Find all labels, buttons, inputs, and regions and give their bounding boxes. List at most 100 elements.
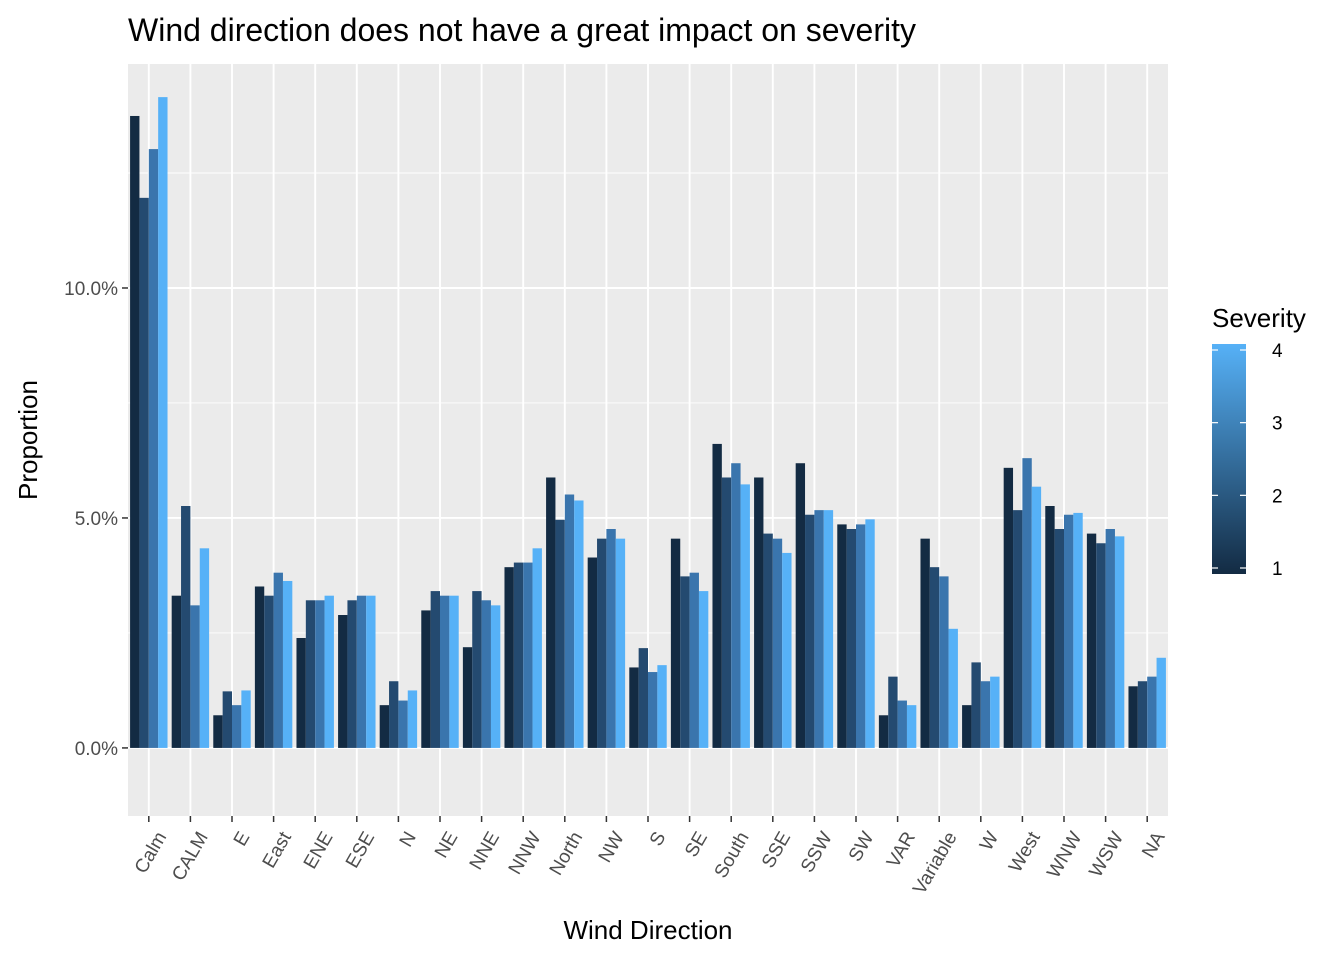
x-tick-label: SSE: [758, 828, 795, 871]
bar: [449, 595, 459, 748]
x-tick-label: S: [646, 828, 671, 849]
bar: [962, 705, 972, 748]
y-tick-label: 10.0%: [64, 279, 118, 300]
x-tick-label: South: [711, 828, 754, 882]
bar: [1156, 657, 1166, 748]
bar: [366, 595, 376, 748]
bar: [324, 595, 334, 748]
bar: [398, 700, 408, 748]
bar: [689, 572, 699, 748]
bar: [338, 615, 348, 748]
bar: [356, 595, 367, 748]
bar: [1064, 514, 1074, 748]
x-tick-label: NW: [595, 828, 629, 866]
bar: [948, 628, 958, 748]
bar: [315, 600, 325, 748]
bar: [856, 524, 866, 748]
bar: [814, 510, 824, 748]
legend-tick-label: 2: [1272, 486, 1283, 507]
x-tick-label: E: [230, 828, 255, 849]
x-tick-label: WSW: [1086, 828, 1128, 881]
legend: Severity 1 2 3 4: [1212, 303, 1306, 580]
bar: [130, 115, 140, 748]
y-axis: 0.0% 5.0% 10.0%: [64, 279, 128, 760]
bar: [389, 681, 399, 748]
x-tick-label: NNE: [466, 828, 504, 873]
bar: [888, 676, 898, 748]
bar: [1086, 533, 1097, 748]
bar: [181, 506, 191, 748]
y-tick-label: 5.0%: [75, 509, 118, 530]
x-tick-label: West: [1005, 828, 1045, 876]
bar: [532, 548, 542, 748]
x-tick-label: WNW: [1043, 828, 1086, 882]
legend-colorbar: [1212, 344, 1246, 574]
legend-ticks: 1 2 3 4: [1212, 341, 1283, 580]
y-tick-label: 0.0%: [75, 739, 118, 760]
bar: [763, 533, 773, 748]
bar: [754, 477, 764, 748]
bar: [990, 676, 1000, 748]
x-tick-label: SSW: [797, 828, 837, 876]
x-axis-title: Wind Direction: [563, 915, 732, 945]
bar: [407, 690, 418, 748]
bar: [712, 443, 722, 748]
bar: [1031, 486, 1042, 748]
bar: [606, 528, 616, 748]
bar: [740, 484, 750, 748]
x-tick-label: NE: [431, 828, 462, 861]
bar: [680, 576, 690, 748]
bar: [782, 552, 792, 748]
bar: [615, 538, 626, 748]
bar: [971, 662, 981, 748]
bar: [1013, 510, 1023, 748]
bar: [305, 600, 316, 748]
legend-title: Severity: [1212, 303, 1306, 333]
bar: [731, 463, 741, 748]
bar: [296, 638, 306, 748]
bar: [865, 519, 875, 748]
bar: [481, 600, 491, 748]
bar: [1147, 676, 1157, 748]
bar: [939, 576, 949, 748]
x-tick-label: East: [259, 828, 297, 872]
bar: [1096, 543, 1106, 748]
x-tick-label: Calm: [131, 828, 171, 877]
bar: [597, 538, 607, 748]
bar: [282, 580, 293, 748]
bar: [670, 538, 681, 748]
x-tick-label: CALM: [168, 828, 213, 884]
bar: [1003, 467, 1014, 748]
bar: [657, 665, 667, 748]
bar: [1105, 528, 1115, 748]
bar: [897, 700, 907, 748]
bar: [523, 562, 533, 748]
bar: [574, 500, 584, 748]
bar: [513, 562, 524, 748]
x-tick-label: VAR: [883, 828, 920, 871]
x-tick-label: SW: [845, 828, 879, 865]
bar: [490, 605, 501, 748]
bar: [555, 519, 565, 748]
bar: [158, 97, 168, 748]
bar: [648, 672, 658, 748]
bar: [462, 647, 473, 748]
x-tick-label: ESE: [342, 828, 379, 871]
bar: [139, 197, 149, 748]
bar: [1114, 536, 1125, 748]
bar: [837, 524, 847, 748]
bar: [190, 605, 200, 748]
bar: [430, 591, 440, 748]
x-tick-label: NA: [1138, 828, 1170, 862]
bar: [379, 705, 390, 748]
bars: [130, 97, 1166, 748]
bar: [772, 538, 783, 748]
bar: [213, 715, 223, 748]
bar: [232, 705, 242, 748]
bar: [698, 591, 709, 748]
bar: [264, 595, 274, 748]
bar: [1054, 528, 1064, 748]
bar: [920, 538, 930, 748]
bar: [241, 690, 251, 748]
